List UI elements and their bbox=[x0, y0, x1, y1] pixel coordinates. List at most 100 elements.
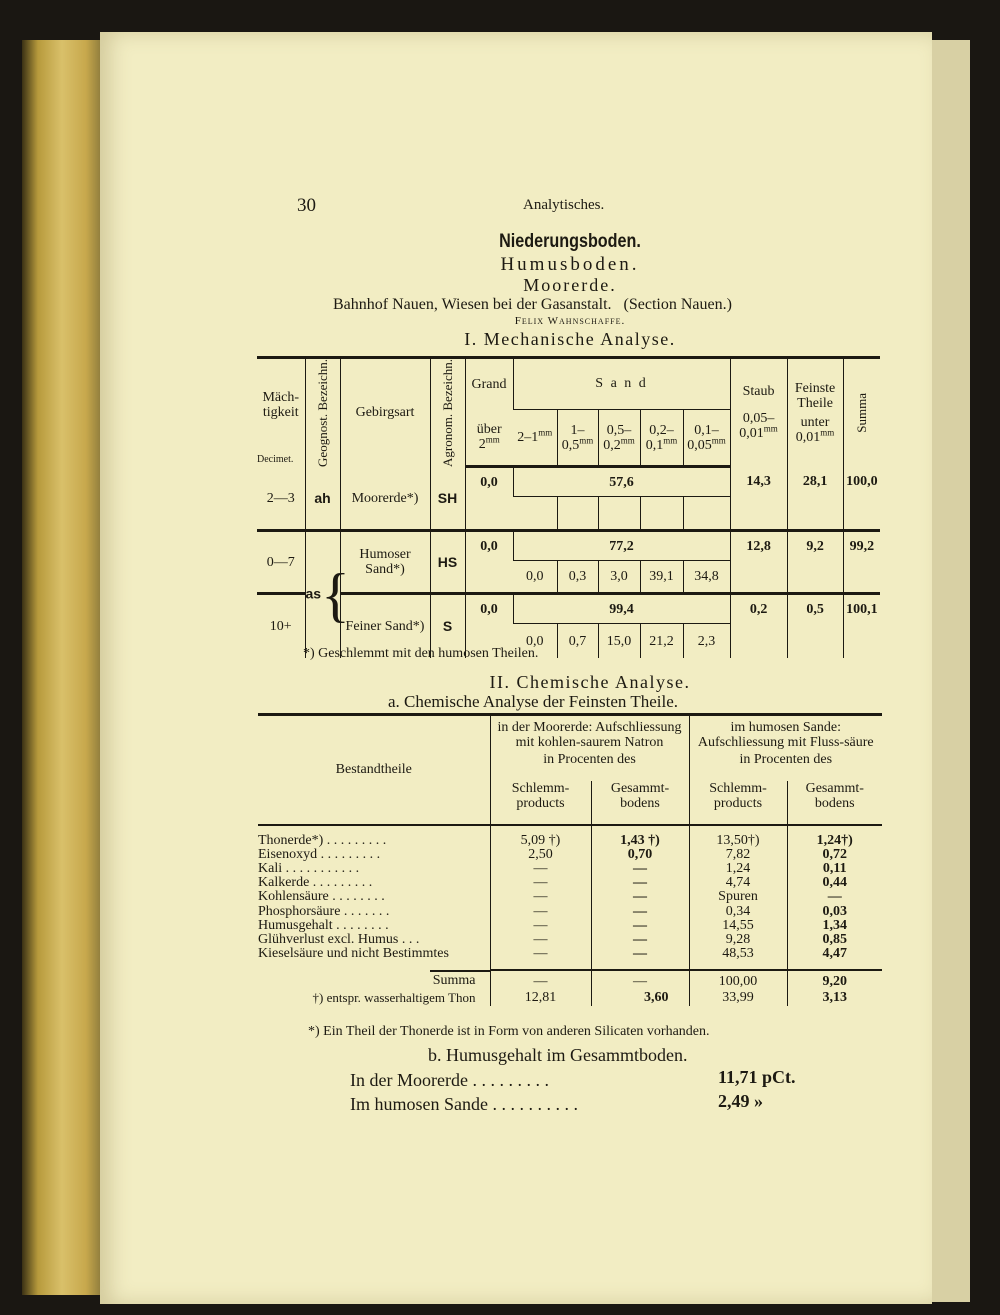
cell-feinste: 9,2 bbox=[786, 530, 844, 594]
cell-value: 4,47 bbox=[822, 946, 848, 962]
title-niederungsboden: Niederungsboden. bbox=[499, 231, 641, 252]
header-humoser-sand: im humosen Sande: Aufschliessung mit Flu… bbox=[688, 714, 882, 781]
cell-value: Spuren bbox=[718, 889, 758, 905]
cell-value: 12,81 bbox=[489, 990, 591, 1007]
cell-feinste: 0,5 bbox=[786, 593, 844, 658]
cell-summa: 100,1 bbox=[842, 593, 881, 658]
row-label: Thonerde*) . . . . . . . . . bbox=[258, 833, 387, 848]
header-schlemm: Schlemm-products bbox=[489, 780, 591, 826]
cell-value: — bbox=[533, 946, 548, 962]
cell-value: — bbox=[633, 931, 647, 947]
table-row: 0—7 as{ Humoser Sand*) HS 0,0 77,2 12,8 … bbox=[257, 530, 881, 658]
cell-value: — bbox=[533, 917, 548, 933]
cell-value: — bbox=[533, 903, 548, 919]
cell-value: — bbox=[633, 903, 647, 919]
cell-staub: 14,3 bbox=[729, 466, 788, 531]
cell-gebirgsart: Humoser Sand*) bbox=[339, 530, 430, 594]
mech-footnote: *) Geschlemmt mit den humosen Theilen. bbox=[303, 646, 539, 661]
table-row-thon: †) entspr. wasserhaltigem Thon 12,81 3,6… bbox=[258, 990, 882, 1007]
cell-value: 0,11 bbox=[822, 860, 847, 876]
table-row: 10+ Feiner Sand*) S 0,0 99,4 0,2 0,5 100… bbox=[257, 593, 881, 658]
author: Felix Wahnschaffe. bbox=[514, 315, 626, 327]
title-moorerde: Moorerde. bbox=[523, 275, 617, 295]
next-page-edge bbox=[930, 40, 970, 1302]
cell-sand: 0,3 bbox=[556, 560, 598, 594]
header-schlemm: Schlemm-products bbox=[688, 780, 787, 826]
cell-value: 9,28 bbox=[725, 931, 751, 947]
cell-value: 1,34 bbox=[822, 917, 848, 933]
cell-value: — bbox=[590, 969, 689, 991]
humus-value-moorerde: 11,71 pCt. bbox=[718, 1067, 796, 1087]
row-label: Phosphorsäure . . . . . . . bbox=[258, 904, 390, 919]
cell-value: — bbox=[633, 946, 647, 962]
cell-sand bbox=[682, 496, 731, 531]
cell-gebirgsart: Feiner Sand*) bbox=[339, 593, 430, 658]
cell-value: 4,74 bbox=[725, 875, 751, 891]
mechanical-analysis-table: Mäch-tigkeit Decimet. Geognost. Bezeichn.… bbox=[257, 356, 881, 658]
section-chemische-analyse-a: a. Chemische Analyse der Feinsten Theile… bbox=[388, 692, 679, 711]
cell-sand: 2,3 bbox=[682, 623, 731, 658]
cell-value: — bbox=[633, 917, 647, 933]
cell-value: 7,82 bbox=[725, 846, 751, 862]
header-agronom: Agronom. Bezeichn. bbox=[429, 357, 465, 467]
cell-sand-total: 57,6 bbox=[512, 466, 731, 497]
page-number: 30 bbox=[297, 195, 316, 216]
header-grand: Grand bbox=[464, 357, 513, 410]
row-label: Kalkerde . . . . . . . . . bbox=[258, 876, 373, 891]
cell-value: 33,99 bbox=[688, 990, 787, 1007]
cell-value: 14,55 bbox=[722, 917, 754, 933]
row-label: Kohlensäure . . . . . . . . bbox=[258, 890, 385, 905]
cell-summa: 99,2 bbox=[842, 530, 881, 594]
book-page bbox=[100, 32, 932, 1304]
chem-footnote: *) Ein Theil der Thonerde ist in Form vo… bbox=[308, 1024, 710, 1039]
cell-value: — bbox=[827, 889, 842, 905]
cell-sand: 34,8 bbox=[682, 560, 731, 594]
cell-sand: 0,7 bbox=[556, 623, 598, 658]
header-gesammt: Gesammt-bodens bbox=[786, 780, 882, 826]
header-decimet: Decimet. bbox=[257, 453, 294, 465]
cell-maechtigkeit: 0—7 bbox=[266, 554, 295, 570]
cell-value: 1,24 bbox=[725, 860, 751, 876]
section-mechanische-analyse: I. Mechanische Analyse. bbox=[464, 329, 676, 349]
cell-value: 48,53 bbox=[722, 946, 754, 962]
header-grand-sub: über 2mm bbox=[464, 409, 513, 469]
cell-sand: 0,0 bbox=[513, 623, 557, 658]
cell-agronom: SH bbox=[429, 466, 465, 531]
header-gebirgsart: Gebirgsart bbox=[339, 357, 430, 467]
cell-grand: 0,0 bbox=[464, 593, 513, 658]
cell-value: — bbox=[533, 889, 548, 905]
row-label: Eisenoxyd . . . . . . . . . bbox=[258, 847, 381, 862]
cell-sand bbox=[513, 496, 557, 531]
summa-label: Summa bbox=[258, 970, 490, 990]
cell-sand: 15,0 bbox=[597, 623, 640, 658]
cell-sand bbox=[597, 496, 640, 531]
header-gesammt: Gesammt-bodens bbox=[590, 780, 689, 826]
cell-grand: 0,0 bbox=[464, 530, 513, 594]
cell-maechtigkeit: 10+ bbox=[269, 619, 292, 635]
cell-value: 0,44 bbox=[822, 875, 848, 891]
row-label: Humusgehalt . . . . . . . . bbox=[258, 918, 389, 933]
cell-value: 0,72 bbox=[822, 846, 848, 862]
cell-sand bbox=[556, 496, 598, 531]
cell-sand-total: 77,2 bbox=[512, 530, 731, 561]
cell-sand: 21,2 bbox=[639, 623, 683, 658]
cell-feinste: 28,1 bbox=[786, 466, 844, 531]
header-sand-4: 0,1–0,05mm bbox=[682, 408, 731, 469]
header-feinste: Feinste Theile unter 0,01mm bbox=[786, 357, 844, 467]
header-maechtigkeit: Mäch-tigkeit Decimet. bbox=[257, 389, 300, 465]
header-bestandtheile: Bestandtheile bbox=[258, 714, 490, 826]
location-line: Bahnhof Nauen, Wiesen bei der Gasanstalt… bbox=[333, 296, 732, 313]
header-sand-0: 2–1mm bbox=[513, 408, 557, 469]
section-chemische-analyse: II. Chemische Analyse. bbox=[489, 672, 691, 692]
cell-staub: 12,8 bbox=[729, 530, 788, 594]
cell-value: — bbox=[633, 860, 647, 876]
header-geognost: Geognost. Bezeichn. bbox=[304, 357, 340, 467]
running-head: Analytisches. bbox=[523, 197, 605, 213]
table-row-summa: Summa — — 100,00 9,20 bbox=[258, 969, 882, 991]
cell-value: 0,85 bbox=[822, 931, 848, 947]
cell-value: — bbox=[633, 875, 647, 891]
cell-agronom: HS bbox=[429, 530, 465, 594]
cell-value: 9,20 bbox=[786, 969, 882, 991]
cell-value: 100,00 bbox=[688, 969, 787, 991]
cell-gebirgsart: Moorerde*) bbox=[339, 466, 430, 531]
